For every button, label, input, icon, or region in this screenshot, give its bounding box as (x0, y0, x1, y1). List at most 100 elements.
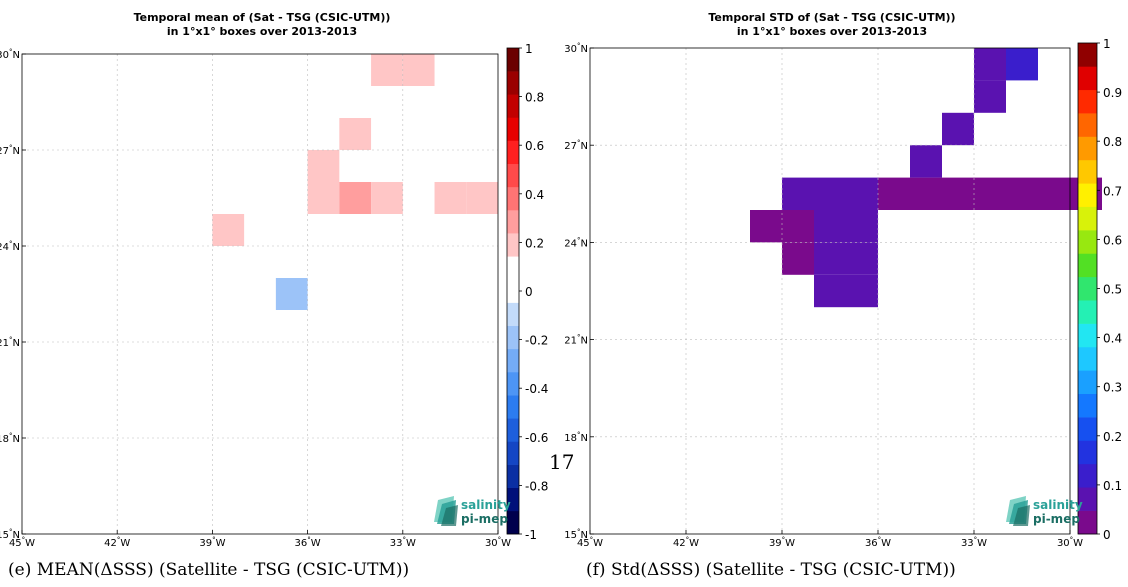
colorbar-tick-label: -0.4 (525, 382, 548, 396)
colorbar-segment (507, 94, 519, 118)
colorbar-tick-label: 0.4 (1103, 332, 1122, 346)
colorbar-segment (1078, 183, 1097, 207)
colorbar-segment (1078, 230, 1097, 254)
heatmap-cell (974, 80, 1006, 113)
colorbar-tick-label: 0.6 (525, 139, 544, 153)
colorbar-tick-label: 0.5 (1103, 283, 1122, 297)
y-tick-label: 27°N (564, 139, 588, 152)
heatmap-cell (814, 177, 846, 210)
colorbar-segment (507, 186, 519, 211)
colorbar-segment (507, 71, 519, 95)
colorbar-tick-label: -0.2 (525, 334, 548, 348)
colorbar-tick-label: 0.8 (525, 91, 544, 105)
plot-area (22, 54, 498, 534)
colorbar-tick-label: -1 (525, 528, 537, 542)
colorbar-segment (507, 441, 519, 465)
x-tick-label: 33°W (390, 536, 416, 549)
heatmap-cell (782, 242, 814, 275)
colorbar-segment (1078, 136, 1097, 161)
x-tick-label: 45°W (577, 536, 603, 549)
x-tick-label: 39°W (769, 536, 795, 549)
heatmap-cell (402, 54, 435, 86)
colorbar-segment (1078, 66, 1097, 91)
chart-panel-2: Temporal STD of (Sat - TSG (CSIC-UTM))in… (564, 11, 1122, 549)
colorbar-segment (1078, 417, 1097, 441)
heatmap-cell (371, 182, 403, 214)
colorbar-segment (1078, 510, 1097, 535)
caption-right: (f) Std(ΔSSS) (Satellite - TSG (CSIC-UTM… (586, 560, 956, 580)
x-tick-label: 30°W (485, 536, 511, 549)
plot-frame (589, 47, 1071, 535)
logo-text-line1: salinity (461, 498, 511, 512)
chart-title: Temporal STD of (Sat - TSG (CSIC-UTM)) (708, 11, 955, 24)
heatmap-cell (275, 278, 308, 310)
y-tick-label: 24°N (0, 240, 20, 253)
colorbar-tick-label: 0.1 (1103, 479, 1122, 493)
colorbar-segment (1078, 487, 1097, 511)
y-tick-label: 30°N (0, 48, 20, 61)
colorbar-segment (1078, 370, 1097, 395)
colorbar-segment (1078, 253, 1097, 278)
chart-panel-1: Temporal mean of (Sat - TSG (CSIC-UTM))i… (0, 11, 548, 549)
y-tick-label: 15°N (0, 528, 20, 541)
colorbar-segment (507, 302, 519, 327)
heatmap-cell (371, 54, 403, 86)
colorbar-segment (507, 395, 519, 419)
heatmap-cell (212, 214, 245, 246)
colorbar-segment (507, 140, 519, 165)
colorbar-segment (1078, 89, 1097, 114)
y-tick-label: 27°N (0, 144, 20, 157)
heatmap-cell (846, 177, 878, 210)
heatmap-cell (814, 274, 846, 308)
colorbar-segment (1078, 206, 1097, 231)
colorbar-segment (507, 464, 519, 489)
x-tick-label: 30°W (1057, 536, 1083, 549)
colorbar-segment (1078, 323, 1097, 348)
colorbar-tick-label: 0.2 (1103, 430, 1122, 444)
colorbar-segment (507, 210, 519, 234)
x-tick-label: 39°W (199, 536, 225, 549)
chart-title: Temporal mean of (Sat - TSG (CSIC-UTM)) (134, 11, 391, 24)
colorbar-tick-label: 0.4 (525, 188, 544, 202)
colorbar-tick-label: 0.2 (525, 236, 544, 250)
colorbar-segment (507, 487, 519, 512)
colorbar-tick-label: 0.7 (1103, 184, 1122, 198)
x-tick-label: 36°W (865, 536, 891, 549)
colorbar-tick-label: 1 (525, 42, 533, 56)
colorbar-segment (507, 418, 519, 442)
colorbar-tick-label: 0 (525, 285, 533, 299)
colorbar-segment (507, 48, 519, 72)
heatmap-cell (750, 210, 782, 243)
y-tick-label: 21°N (564, 334, 588, 347)
colorbar-segment (1078, 300, 1097, 324)
heatmap-cell (846, 242, 878, 275)
colorbar-segment (507, 256, 519, 280)
colorbar-tick-label: 0.3 (1103, 381, 1122, 395)
heatmap-cell (910, 145, 942, 178)
x-tick-label: 36°W (295, 536, 321, 549)
colorbar-segment (507, 348, 519, 373)
heatmap-cell (1038, 177, 1070, 210)
heatmap-cell (910, 177, 942, 210)
colorbar-segment (507, 117, 519, 141)
heatmap-cell (434, 182, 467, 214)
heatmap-cell (878, 177, 910, 210)
y-tick-label: 15°N (564, 528, 588, 541)
heatmap-cell (307, 150, 340, 182)
colorbar-segment (507, 233, 519, 257)
colorbar-tick-label: 0 (1103, 528, 1111, 542)
y-tick-label: 21°N (0, 336, 20, 349)
colorbar-segment (507, 372, 519, 396)
heatmap-cell (942, 112, 974, 146)
colorbar-segment (507, 279, 519, 303)
colorbar-tick-label: 0.6 (1103, 233, 1122, 247)
logo-text-line2: pi-mep (1033, 512, 1080, 526)
heatmap-cell (846, 210, 878, 243)
heatmap-cell (1006, 48, 1038, 81)
heatmap-cell (1006, 177, 1038, 210)
chart-subtitle: in 1°x1° boxes over 2013-2013 (737, 25, 927, 38)
heatmap-cell (814, 242, 846, 275)
